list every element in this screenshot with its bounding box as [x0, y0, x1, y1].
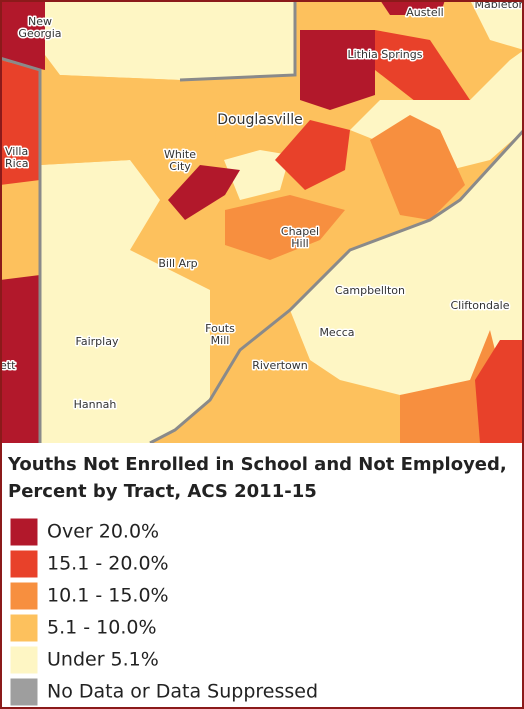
- place-label-line: Rivertown: [252, 359, 308, 372]
- place-labels: New Georgia Austell Mableton Lithia Springs V…: [0, 0, 524, 413]
- tract: [40, 70, 220, 165]
- legend-label: 10.1 - 15.0%: [47, 585, 169, 607]
- place-label: Fairplay: [76, 335, 119, 348]
- place-label: New Georgia: [18, 15, 61, 40]
- place-label: Douglasville: [217, 112, 302, 128]
- legend-title: Youths Not Enrolled in School and Not Em…: [7, 454, 507, 475]
- tract: [224, 150, 290, 200]
- tract: [0, 0, 45, 70]
- place-label: Chapel Hill: [281, 225, 319, 250]
- place-label: Bill Arp: [158, 257, 197, 270]
- place-label: Fouts Mill: [205, 322, 235, 347]
- legend-swatch: [9, 645, 39, 675]
- place-label: Campbellton: [335, 284, 405, 297]
- legend-label: 15.1 - 20.0%: [47, 553, 169, 575]
- place-label: Hannah: [74, 398, 117, 411]
- place-label-line: Mableton: [474, 0, 524, 11]
- place-label-line: Chapel: [281, 225, 319, 238]
- legend-swatch: [9, 613, 39, 643]
- place-label-line: Lithia Springs: [348, 48, 423, 61]
- place-label-line: New: [28, 15, 52, 28]
- legend-swatch: [9, 517, 39, 547]
- legend-swatch: [9, 677, 39, 707]
- place-label-line: Georgia: [18, 27, 61, 40]
- place-label-line: Fouts: [205, 322, 235, 335]
- place-label: Rivertown: [252, 359, 308, 372]
- legend-label: No Data or Data Suppressed: [47, 681, 318, 703]
- tract: [45, 0, 295, 80]
- tract: [40, 160, 210, 443]
- place-label-line: Hill: [291, 237, 308, 250]
- tract: [0, 275, 40, 443]
- place-label-line: ett: [0, 359, 16, 372]
- place-label-line: City: [169, 160, 191, 173]
- map: [0, 0, 524, 445]
- county-boundary: [0, 0, 524, 445]
- legend-label: 5.1 - 10.0%: [47, 617, 157, 639]
- place-label-line: Hannah: [74, 398, 117, 411]
- legend-title: Percent by Tract, ACS 2011-15: [8, 481, 317, 502]
- legend-swatch: [9, 581, 39, 611]
- legend-panel: [0, 443, 524, 709]
- tract: [0, 60, 40, 185]
- tract: [290, 130, 524, 443]
- place-label-line: Mecca: [319, 326, 354, 339]
- tract: [370, 115, 465, 220]
- place-label-line: Villa: [5, 145, 28, 158]
- place-label-line: Rica: [5, 157, 29, 170]
- tract: [225, 195, 345, 260]
- place-label: Mecca: [319, 326, 354, 339]
- tract: [475, 340, 524, 443]
- legend-label: Over 20.0%: [47, 521, 159, 543]
- place-label-line: Mill: [211, 334, 230, 347]
- place-label-line: Cliftondale: [450, 299, 509, 312]
- legend-label: Under 5.1%: [47, 649, 159, 671]
- legend-swatch: [9, 549, 39, 579]
- place-label: Mableton: [474, 0, 524, 11]
- place-label: Lithia Springs: [348, 48, 423, 61]
- place-label-line: Austell: [406, 6, 443, 19]
- place-label-line: Campbellton: [335, 284, 405, 297]
- place-label: Villa Rica: [5, 145, 29, 170]
- tract: [375, 30, 470, 105]
- place-label-line: Douglasville: [217, 112, 302, 128]
- tract: [300, 30, 375, 110]
- place-label-line: Fairplay: [76, 335, 119, 348]
- tract: [168, 165, 240, 220]
- tract: [470, 0, 524, 50]
- tract: [380, 0, 445, 15]
- place-label-line: Bill Arp: [158, 257, 197, 270]
- place-label: Austell: [406, 6, 443, 19]
- place-label: Cliftondale: [450, 299, 509, 312]
- legend: Youths Not Enrolled in School and Not Em…: [7, 454, 507, 707]
- place-label-line: White: [164, 148, 196, 161]
- place-label: White City: [164, 148, 196, 173]
- place-label: ett: [0, 359, 16, 372]
- tract: [275, 120, 350, 190]
- tract: [400, 330, 500, 443]
